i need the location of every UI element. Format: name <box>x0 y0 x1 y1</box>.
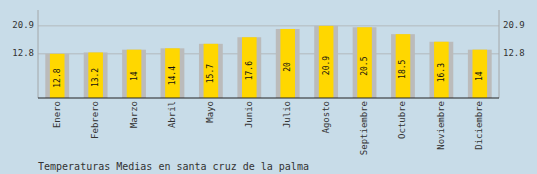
bar-shadow <box>391 34 415 98</box>
x-tick-label: Mayo <box>205 101 215 123</box>
x-tick-label: Septiembre <box>359 101 369 155</box>
bar <box>88 52 103 98</box>
x-tick-label: Abril <box>167 101 177 128</box>
data-label: 20.5 <box>360 56 369 75</box>
bar <box>472 50 487 98</box>
bar-shadow <box>199 44 223 98</box>
bar-shadow <box>353 27 377 98</box>
x-tick-label: Agosto <box>321 101 331 134</box>
bar-shadow <box>84 52 108 98</box>
x-axis-line <box>38 97 499 98</box>
bar-shadow <box>237 37 261 98</box>
bar <box>280 29 295 98</box>
bar-shadow <box>276 29 300 98</box>
y-tick-label: 12.8 <box>12 48 34 58</box>
data-label: 15.7 <box>206 64 215 83</box>
bar <box>434 42 449 98</box>
bar-shadow <box>429 42 453 98</box>
data-label: 12.8 <box>53 68 62 87</box>
x-tick-label: Junio <box>244 101 254 128</box>
bar-shadow <box>468 50 492 98</box>
grid-line <box>38 25 499 26</box>
data-label: 20.9 <box>322 56 331 75</box>
data-label: 13.2 <box>91 68 100 87</box>
bar <box>204 44 219 98</box>
bar-shadow <box>161 48 185 98</box>
title: Temperaturas Medias en santa cruz de la … <box>38 161 309 172</box>
data-label: 16.3 <box>437 63 446 82</box>
chart-container: 12.8 12.8 20.9 20.9 12.8 13.2 14 14.4 15.7 17.6 20… <box>0 0 537 174</box>
bar <box>50 54 65 98</box>
x-tick-label: Marzo <box>129 101 139 128</box>
y-tick-label: 20.9 <box>12 20 34 30</box>
x-tick-label: Febrero <box>90 101 100 139</box>
x-tick-label: Julio <box>282 101 292 128</box>
chart-svg: 12.8 12.8 20.9 20.9 12.8 13.2 14 14.4 15.7 17.6 20… <box>0 0 537 174</box>
x-tick-label: Noviembre <box>436 101 446 150</box>
data-label: 18.5 <box>398 59 407 78</box>
bar-shadow <box>45 54 69 98</box>
bar <box>319 26 334 98</box>
bar <box>396 34 411 98</box>
data-label: 17.6 <box>245 61 254 80</box>
bar <box>357 27 372 98</box>
bar <box>127 50 142 98</box>
bars <box>45 26 491 98</box>
y2-tick-label: 12.8 <box>503 48 525 58</box>
data-label: 14.4 <box>168 66 177 85</box>
bar-shadow <box>314 26 338 98</box>
x-tick-label: Enero <box>52 101 62 128</box>
bar-shadow <box>122 50 146 98</box>
data-label: 20 <box>283 62 292 72</box>
data-label: 14 <box>130 71 139 81</box>
x-tick-label: Diciembre <box>474 101 484 150</box>
bar <box>165 48 180 98</box>
x-tick-label: Octubre <box>397 101 407 139</box>
bar <box>242 37 257 98</box>
data-label: 14 <box>475 71 484 81</box>
y2-tick-label: 20.9 <box>503 20 525 30</box>
background <box>0 0 537 174</box>
